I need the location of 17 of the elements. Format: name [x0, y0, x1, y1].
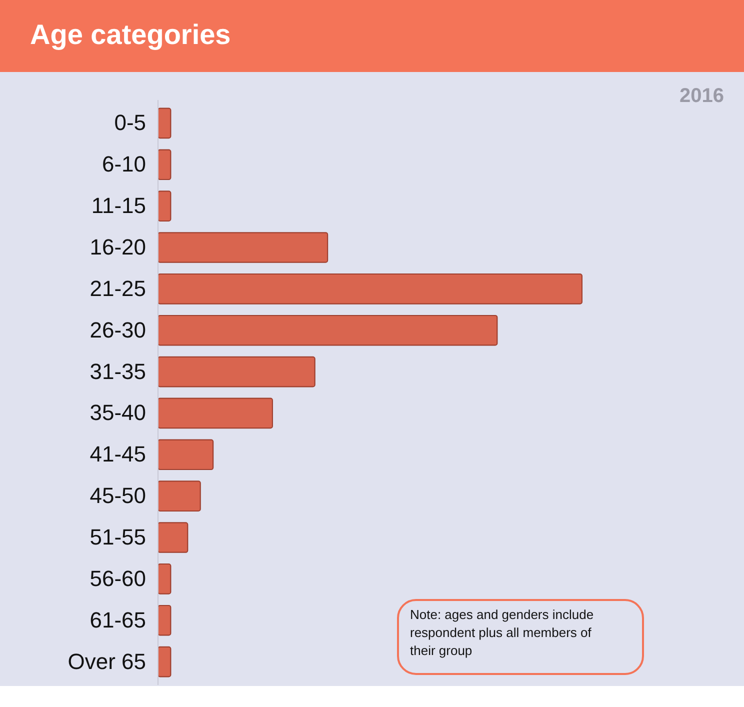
y-tick-label: 41-45	[90, 442, 146, 467]
y-tick-label: 35-40	[90, 400, 146, 426]
annotation: Note: ages and genders include respondent plus all members of their group	[410, 607, 594, 658]
y-tick-label: Over 65	[68, 648, 146, 674]
text: 2016	[680, 85, 724, 107]
y-tick-label: 26-30	[90, 317, 146, 342]
y-tick-label: 16-20	[90, 234, 146, 260]
y-tick-label: 56-60	[90, 566, 146, 591]
y-tick-label: 51-55	[90, 524, 146, 550]
y-tick-label: 31-35	[90, 358, 146, 384]
y-tick-label: 11-15	[91, 193, 146, 218]
y-tick-label: 6-10	[102, 152, 146, 177]
chart-title: Age categories	[30, 19, 231, 50]
y-tick-label: 0-5	[114, 110, 146, 136]
y-tick-label: 21-25	[90, 276, 146, 301]
y-tick-label: 61-65	[90, 607, 146, 632]
y-tick-label: 45-50	[90, 483, 146, 508]
